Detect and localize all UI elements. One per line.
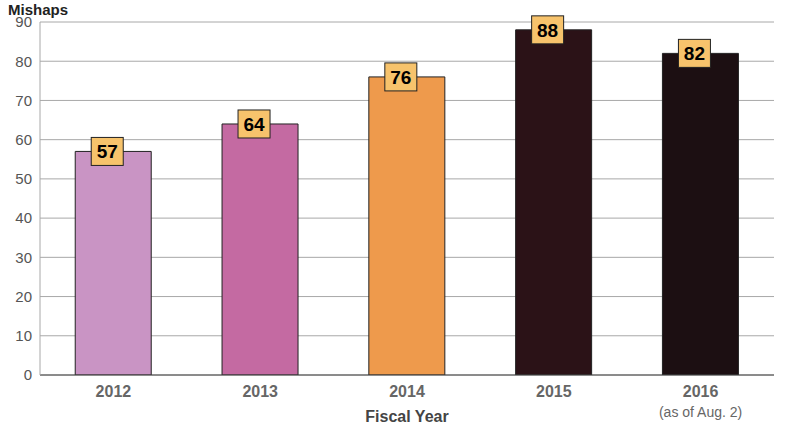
svg-text:90: 90 bbox=[15, 13, 32, 30]
svg-text:50: 50 bbox=[15, 170, 32, 187]
svg-text:82: 82 bbox=[684, 43, 705, 64]
svg-text:2015: 2015 bbox=[536, 383, 572, 400]
html-text:Mishaps: Mishaps bbox=[8, 1, 68, 18]
svg-text:Fiscal Year: Fiscal Year bbox=[365, 408, 448, 425]
svg-text:57: 57 bbox=[97, 141, 118, 162]
svg-text:64: 64 bbox=[243, 114, 265, 135]
svg-text:60: 60 bbox=[15, 131, 32, 148]
svg-text:0: 0 bbox=[24, 366, 32, 383]
svg-text:40: 40 bbox=[15, 209, 32, 226]
svg-text:80: 80 bbox=[15, 53, 32, 70]
svg-text:2012: 2012 bbox=[96, 383, 132, 400]
svg-text:70: 70 bbox=[15, 92, 32, 109]
svg-text:2014: 2014 bbox=[389, 383, 425, 400]
svg-text:(as of Aug. 2): (as of Aug. 2) bbox=[659, 404, 742, 420]
svg-text:10: 10 bbox=[15, 327, 32, 344]
svg-text:76: 76 bbox=[390, 67, 411, 88]
svg-text:88: 88 bbox=[537, 20, 558, 41]
svg-text:2013: 2013 bbox=[242, 383, 278, 400]
svg-text:30: 30 bbox=[15, 249, 32, 266]
svg-text:2016: 2016 bbox=[683, 383, 719, 400]
svg-text:20: 20 bbox=[15, 288, 32, 305]
